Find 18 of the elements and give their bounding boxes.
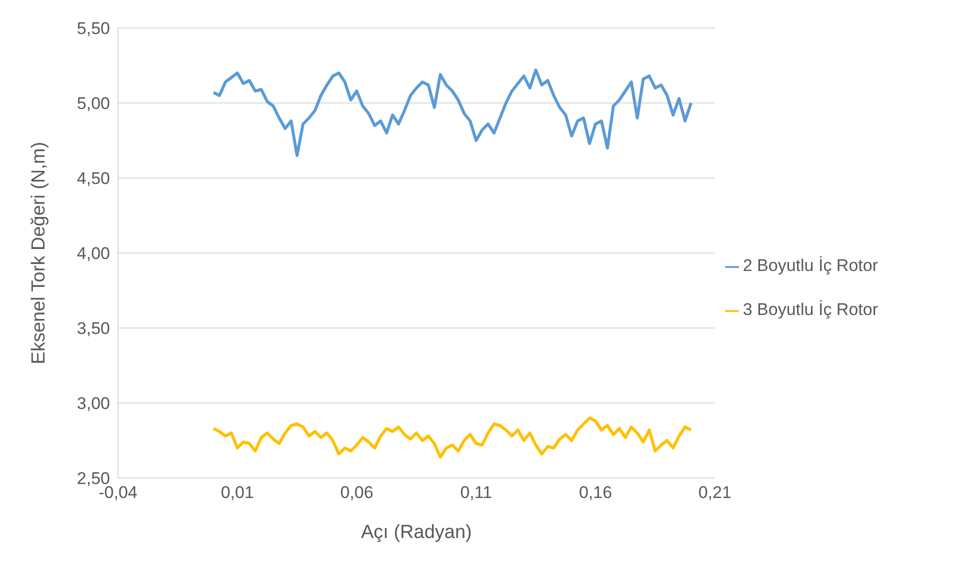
legend-label: 2 Boyutlu İç Rotor xyxy=(742,256,878,275)
x-tick-label: 0,21 xyxy=(698,483,732,502)
x-tick-label: 0,06 xyxy=(340,483,374,502)
line-series xyxy=(212,416,692,458)
x-tick-label: 0,16 xyxy=(578,483,612,502)
y-tick-label: 4,50 xyxy=(76,169,110,188)
y-tick-label: 4,00 xyxy=(76,244,110,264)
x-tick-label: 0,11 xyxy=(460,483,492,502)
x-tick-label: 0,01 xyxy=(220,483,254,502)
legend-label: 3 Boyutlu İç Rotor xyxy=(742,300,878,319)
x-tick-label: -0,04 xyxy=(98,483,138,502)
y-tick-label: 3,00 xyxy=(76,394,110,414)
y-tick-label: 5,50 xyxy=(76,19,110,38)
y-tick-label: 5,00 xyxy=(76,94,110,114)
y-tick-label: 3,50 xyxy=(76,319,110,338)
y-axis-title: Eksenel Tork Değeri (N,m) xyxy=(28,142,50,364)
x-axis-title: Açı (Radyan) xyxy=(361,522,472,543)
line-series xyxy=(212,68,692,157)
